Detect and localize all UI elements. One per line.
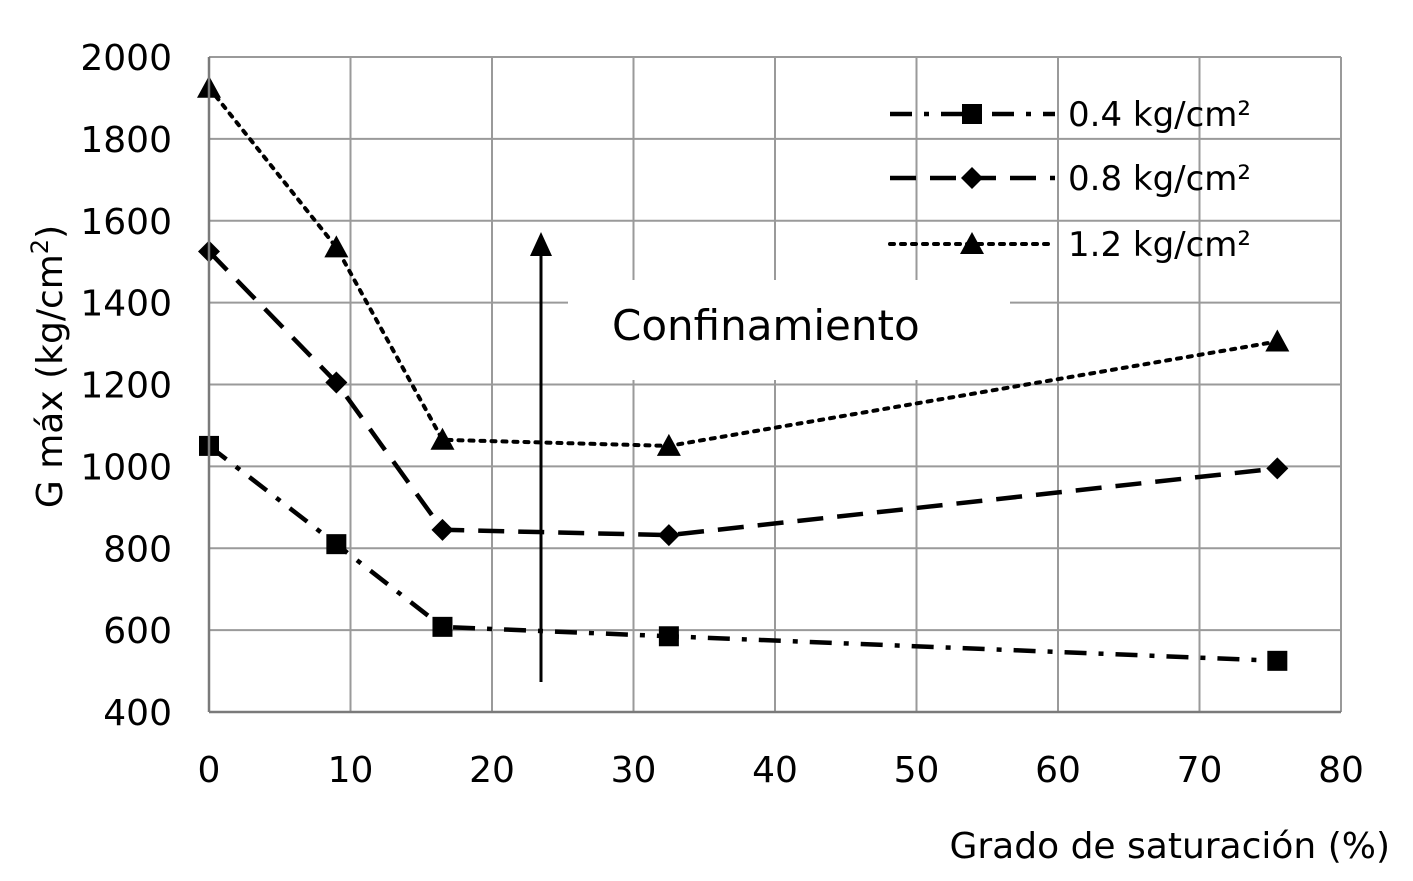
- legend-label: 0.4 kg/cm²: [1068, 95, 1251, 135]
- y-axis-title-main: G máx (kg/cm: [30, 254, 71, 508]
- legend-entry: 1.2 kg/cm²: [888, 225, 1251, 265]
- series-1: [199, 435, 1288, 671]
- y-tick-label: 1800: [80, 120, 172, 161]
- x-axis-title: Grado de saturación (%): [949, 826, 1390, 867]
- data-point-diamond: [431, 518, 454, 541]
- series-line: [207, 85, 1280, 448]
- x-tick-label: 40: [752, 750, 798, 791]
- x-tick-label: 20: [469, 750, 515, 791]
- x-tick-label: 80: [1318, 750, 1364, 791]
- grid-layer: [208, 56, 1342, 713]
- x-tick-label: 70: [1177, 750, 1223, 791]
- x-tick-label: 30: [611, 750, 657, 791]
- legend-label: 1.2 kg/cm²: [1068, 225, 1251, 265]
- legend-marker-diamond: [961, 167, 983, 189]
- annotation-background: [568, 280, 1010, 380]
- data-point-square: [1267, 650, 1288, 671]
- data-point-triangle: [324, 235, 349, 258]
- y-tick-label: 1400: [80, 284, 172, 325]
- y-axis-title-superscript: 2: [26, 239, 54, 254]
- annotation-text: Confinamiento: [612, 301, 920, 350]
- y-tick-label: 800: [103, 529, 172, 570]
- y-axis-title-close: ): [30, 225, 71, 239]
- data-point-square: [326, 534, 347, 555]
- y-tick-label: 400: [103, 693, 172, 734]
- y-tick-label: 1600: [80, 202, 172, 243]
- axis-layer: 0 10 20 30 40 50 60 70 80 400 600 800 1000 1200 1400 16…: [26, 38, 1390, 867]
- data-point-triangle: [430, 427, 455, 450]
- data-point-square: [658, 626, 679, 647]
- data-point-triangle: [656, 433, 681, 456]
- data-point-square: [432, 616, 453, 637]
- x-tick-label: 10: [328, 750, 374, 791]
- series-line: [207, 444, 1278, 664]
- legend-entry: 0.4 kg/cm²: [890, 95, 1251, 135]
- x-tick-label: 0: [198, 750, 221, 791]
- y-axis-title: G máx (kg/cm2): [26, 225, 71, 508]
- data-point-diamond: [325, 371, 348, 394]
- annotation-layer: Confinamiento: [530, 232, 1010, 682]
- legend-entry: 0.8 kg/cm²: [890, 159, 1251, 199]
- data-point-diamond: [657, 524, 680, 547]
- y-tick-label: 1200: [80, 366, 172, 407]
- y-tick-label: 1000: [80, 447, 172, 488]
- legend-marker-triangle: [960, 232, 984, 254]
- y-tick-label: 2000: [80, 38, 172, 79]
- annotation-arrow-head: [530, 232, 552, 256]
- x-tick-label: 60: [1035, 750, 1081, 791]
- legend-layer: 0.4 kg/cm² 0.8 kg/cm² 1.2 kg/cm²: [888, 95, 1251, 265]
- legend-marker-square: [962, 104, 982, 124]
- x-tick-label: 50: [894, 750, 940, 791]
- data-point-triangle: [1265, 329, 1290, 352]
- y-tick-label: 600: [103, 611, 172, 652]
- data-point-diamond: [1266, 457, 1289, 480]
- legend-label: 0.8 kg/cm²: [1068, 159, 1251, 199]
- series-2: [198, 240, 1289, 547]
